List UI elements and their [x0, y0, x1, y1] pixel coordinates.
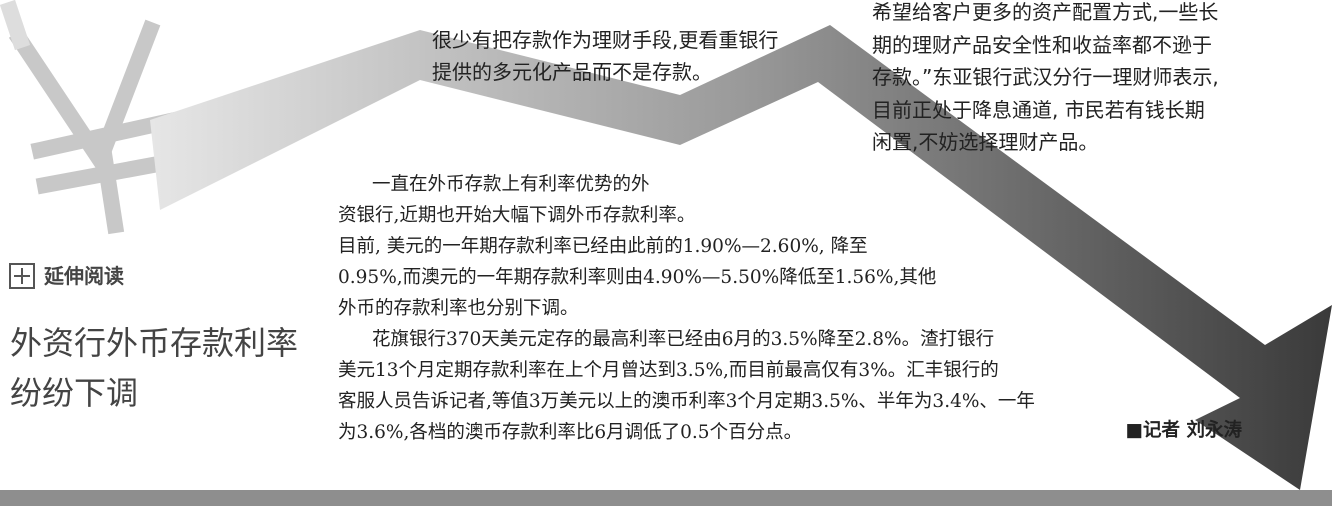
- yen-symbol: [0, 0, 190, 235]
- text-line: 存款。”东亚银行武汉分行一理财师表示,: [872, 65, 1219, 89]
- byline: ■记者 刘永涛: [1125, 420, 1242, 441]
- text-line: 为3.6%,各档的澳币存款利率比6月调低了0.5个百分点。: [338, 422, 803, 443]
- text-line: 目前正处于降息通道, 市民若有钱长期: [872, 97, 1205, 122]
- text-line: 花旗银行370天美元定存的最高利率已经由6月的3.5%降至2.8%。渣打银行: [372, 329, 995, 350]
- text-line: 目前, 美元的一年期存款利率已经由此前的1.90%—2.60%, 降至: [338, 236, 868, 257]
- sidebar-headline: 外资行外币存款利率: [10, 324, 299, 362]
- plus-icon: [9, 263, 35, 289]
- text-line: 闲置,不妨选择理财产品。: [872, 130, 1099, 154]
- text-line: 客服人员告诉记者,等值3万美元以上的澳币利率3个月定期3.5%、半年为3.4%、…: [338, 391, 1035, 412]
- text-line: 提供的多元化产品而不是存款。: [432, 60, 712, 84]
- trend-arrow: [150, 25, 1332, 490]
- text-line: 外币的存款利率也分别下调。: [338, 298, 579, 319]
- text-line: 资银行,近期也开始大幅下调外币存款利率。: [338, 205, 696, 226]
- text-line: 期的理财产品安全性和收益率都不逊于: [872, 32, 1212, 57]
- sidebar-headline: 纷纷下调: [10, 374, 139, 412]
- text-line: 0.95%,而澳元的一年期存款利率则由4.90%—5.50%降低至1.56%,其…: [338, 267, 937, 288]
- text-line: 一直在外币存款上有利率优势的外: [372, 174, 650, 195]
- sidebar-label: 延伸阅读: [44, 264, 124, 288]
- text-line: 很少有把存款作为理财手段,更看重银行: [432, 28, 779, 52]
- text-line: 希望给客户更多的资产配置方式,一些长: [872, 0, 1219, 24]
- bottom-bar: [0, 490, 1332, 506]
- text-line: 美元13个月定期存款利率在上个月曾达到3.5%,而目前最高仅有3%。汇丰银行的: [338, 360, 999, 381]
